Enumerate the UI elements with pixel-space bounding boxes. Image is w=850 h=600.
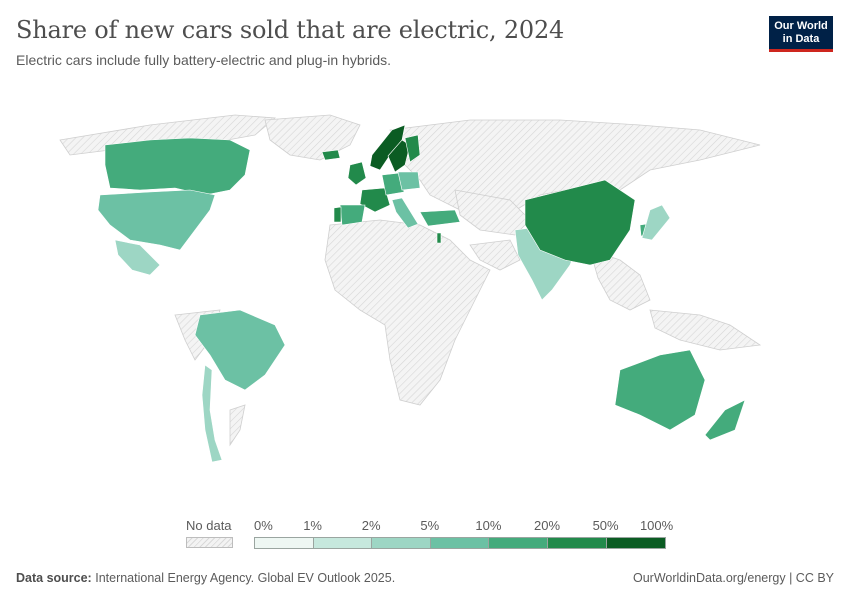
country-regions — [97, 124, 746, 463]
country-mexico[interactable] — [114, 239, 161, 276]
country-germany[interactable] — [381, 172, 405, 196]
logo-line-1: Our World — [774, 20, 828, 32]
country-japan[interactable] — [641, 204, 671, 241]
country-united-states[interactable] — [97, 189, 216, 251]
legend-tick-label: 10% — [475, 518, 502, 533]
no-data-region[interactable] — [469, 239, 521, 271]
country-finland[interactable] — [404, 134, 421, 163]
legend-bin-5[interactable] — [547, 538, 607, 548]
legend-tick-label: 5% — [420, 518, 440, 533]
legend-color-scale — [254, 537, 667, 549]
country-sweden[interactable] — [387, 139, 411, 173]
legend-tick-label: 20% — [533, 518, 561, 533]
country-united-kingdom[interactable] — [347, 161, 367, 186]
country-spain[interactable] — [339, 204, 366, 226]
legend-tick-label: 0% — [254, 518, 273, 533]
legend-tick-label: 2% — [361, 518, 381, 533]
data-source-text: International Energy Agency. Global EV O… — [95, 571, 396, 585]
country-australia[interactable] — [614, 349, 706, 431]
no-data-region[interactable] — [649, 309, 762, 351]
no-data-region[interactable] — [454, 189, 531, 236]
country-portugal[interactable] — [333, 206, 342, 223]
legend-tick-label: 100% — [639, 518, 674, 533]
country-france[interactable] — [359, 187, 391, 213]
no-data-region[interactable] — [589, 249, 651, 311]
no-data-region[interactable] — [324, 219, 491, 406]
no-data-region[interactable] — [229, 404, 246, 447]
country-new-zealand[interactable] — [704, 399, 746, 441]
legend-tick-label: 1% — [303, 518, 322, 533]
no-data-regions — [59, 114, 762, 447]
country-turkey[interactable] — [419, 209, 461, 227]
legend-bin-4[interactable] — [489, 538, 548, 548]
country-china[interactable] — [524, 179, 636, 266]
legend-no-data-swatch[interactable] — [186, 537, 233, 548]
logo-line-2: in Data — [782, 33, 820, 45]
legend-no-data-label: No data — [186, 518, 232, 533]
no-data-region[interactable] — [264, 114, 361, 161]
country-chile[interactable] — [201, 364, 223, 463]
legend-bin-6[interactable] — [606, 538, 666, 548]
country-brazil[interactable] — [194, 309, 286, 391]
country-poland[interactable] — [397, 171, 421, 191]
footer-url[interactable]: OurWorldinData.org/energy | CC BY — [632, 571, 834, 585]
owid-logo[interactable]: Our World in Data — [769, 16, 833, 52]
legend-bin-2[interactable] — [372, 538, 431, 548]
legend-bin-0[interactable] — [255, 538, 314, 548]
world-map — [59, 114, 762, 463]
country-iceland[interactable] — [321, 149, 341, 161]
legend-bin-3[interactable] — [430, 538, 490, 548]
page-subtitle: Electric cars include fully battery-elec… — [16, 52, 392, 68]
data-source-label: Data source: — [16, 571, 92, 585]
legend-tick-label: 50% — [592, 518, 619, 533]
legend-bin-1[interactable] — [313, 538, 373, 548]
country-israel[interactable] — [436, 232, 442, 244]
country-italy[interactable] — [391, 197, 419, 229]
country-canada[interactable] — [104, 137, 251, 196]
data-source: Data source: International Energy Agency… — [16, 571, 395, 585]
page-title: Share of new cars sold that are electric… — [16, 16, 565, 44]
